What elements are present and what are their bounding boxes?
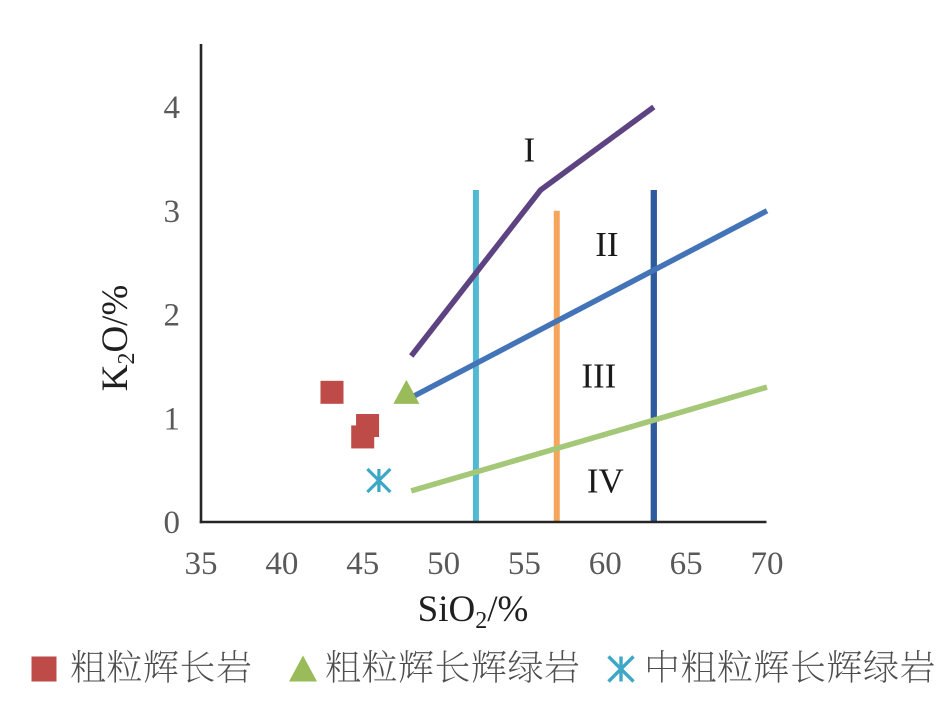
y-tick-label: 4 xyxy=(164,90,181,126)
legend-label xyxy=(71,650,251,683)
cjk-glyph xyxy=(792,650,825,683)
y-tick-labels: 0 1 2 3 4 xyxy=(164,90,181,541)
x-tick-label: 35 xyxy=(185,546,218,582)
cjk-glyph xyxy=(472,650,506,683)
x-tick-label: 45 xyxy=(346,546,379,582)
x-tick-label: 50 xyxy=(427,546,460,582)
y-tick-label: 3 xyxy=(164,194,181,230)
cjk-glyph xyxy=(827,650,862,683)
legend-label xyxy=(326,650,579,683)
marker-asterisk-0 xyxy=(366,467,392,494)
y-tick-label: 1 xyxy=(164,401,181,437)
cjk-glyph xyxy=(107,650,142,683)
x-tick-label: 70 xyxy=(751,546,784,582)
cjk-glyph xyxy=(900,650,934,683)
cjk-glyph xyxy=(217,650,251,683)
cjk-glyph xyxy=(718,650,752,683)
legend-marker-square xyxy=(31,656,57,682)
middle-boundary xyxy=(409,208,769,400)
x-axis-title-text: SiO2/% xyxy=(418,589,529,634)
cjk-glyph xyxy=(181,650,214,683)
x-tick-label: 65 xyxy=(670,546,703,582)
x-tick-label: 55 xyxy=(508,546,541,582)
legend-item xyxy=(289,650,579,683)
axes xyxy=(199,44,767,524)
upper-boundary xyxy=(409,104,656,358)
cjk-glyph xyxy=(436,650,469,683)
x-tick-labels: 35 40 45 50 55 60 65 70 xyxy=(185,546,784,582)
legend-item xyxy=(31,650,251,683)
cjk-glyph xyxy=(71,650,106,683)
legend-item xyxy=(607,649,934,683)
region-label-IV: IV xyxy=(587,462,624,501)
marker-square-2 xyxy=(351,425,375,449)
region-label-I: I xyxy=(523,131,535,170)
cjk-glyph xyxy=(754,650,789,683)
y-axis-title: K2O/% xyxy=(95,285,140,392)
legend xyxy=(31,649,934,683)
y-tick-label: 2 xyxy=(164,298,181,334)
x-tick-label: 40 xyxy=(265,546,298,582)
lower-boundary xyxy=(410,384,768,494)
cjk-glyph xyxy=(681,650,716,683)
cjk-glyph xyxy=(399,650,433,683)
marker-square-0 xyxy=(320,380,344,404)
y-axis-title-text: K2O/% xyxy=(95,285,140,392)
marker-triangle-0 xyxy=(393,379,420,404)
cjk-glyph xyxy=(326,650,361,683)
cjk-glyph xyxy=(648,649,678,683)
legend-marker-asterisk xyxy=(607,655,635,683)
x-axis-title: SiO2/% xyxy=(418,589,529,634)
x-tick-label: 60 xyxy=(589,546,622,582)
region-label-II: II xyxy=(595,225,618,264)
cjk-glyph xyxy=(545,650,579,683)
legend-label xyxy=(648,649,934,683)
boundary-lines xyxy=(409,104,769,522)
y-tick-label: 0 xyxy=(164,505,181,541)
legend-marker-triangle xyxy=(289,655,317,682)
cjk-glyph xyxy=(362,650,397,683)
cjk-glyph xyxy=(864,650,898,683)
cjk-glyph xyxy=(508,650,543,683)
cjk-glyph xyxy=(144,650,178,683)
region-label-III: III xyxy=(581,357,616,396)
data-markers xyxy=(320,379,420,494)
